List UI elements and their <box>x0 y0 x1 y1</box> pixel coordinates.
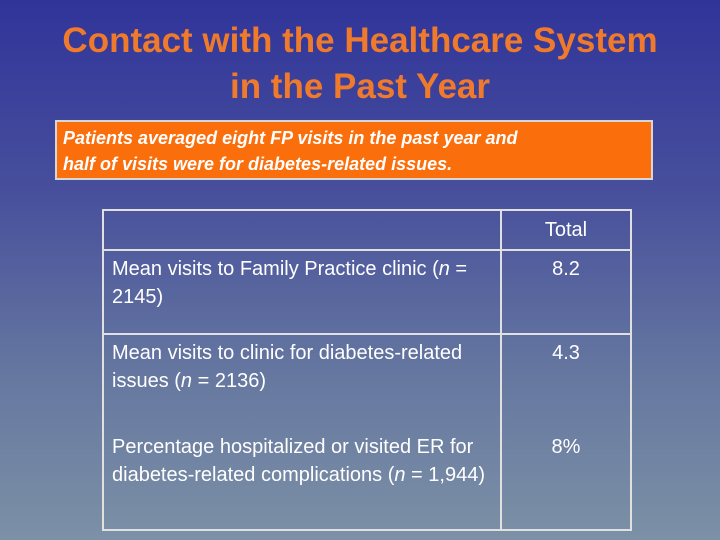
table-row: Mean visits to clinic for diabetes-relat… <box>102 333 632 429</box>
row-value: 8.2 <box>500 249 632 335</box>
row-value: 4.3 <box>500 333 632 429</box>
title-line-2: in the Past Year <box>229 67 491 106</box>
callout-line-2: half of visits were for diabetes-related… <box>63 154 453 174</box>
row-label: Percentage hospitalized or visited ER fo… <box>102 429 502 531</box>
n-symbol: n <box>394 464 406 486</box>
callout-line-1: Patients averaged eight FP visits in the… <box>63 128 518 148</box>
row-label-count: = 2145) <box>112 258 468 308</box>
row-label-text: Percentage hospitalized or visited ER fo… <box>112 436 474 486</box>
header-total: Total <box>500 209 632 251</box>
slide-title: Contact with the Healthcare System in th… <box>0 18 720 110</box>
row-value: 8% <box>500 429 632 531</box>
row-label: Mean visits to clinic for diabetes-relat… <box>102 333 502 429</box>
title-line-1: Contact with the Healthcare System <box>62 21 658 60</box>
row-label-count: = 2136) <box>192 370 266 392</box>
row-label-text: Mean visits to clinic for diabetes-relat… <box>112 342 463 392</box>
table-row: Percentage hospitalized or visited ER fo… <box>102 429 632 531</box>
table-row: Mean visits to Family Practice clinic (n… <box>102 249 632 335</box>
header-blank-cell <box>102 209 502 251</box>
row-label: Mean visits to Family Practice clinic (n… <box>102 249 502 335</box>
n-symbol: n <box>180 370 193 392</box>
row-label-count: = 1,944) <box>405 464 486 486</box>
visits-table: Total Mean visits to Family Practice cli… <box>102 209 632 531</box>
summary-callout: Patients averaged eight FP visits in the… <box>55 120 653 180</box>
n-symbol: n <box>438 258 450 280</box>
table-header-row: Total <box>102 209 632 251</box>
row-label-text: Mean visits to Family Practice clinic ( <box>112 258 439 280</box>
